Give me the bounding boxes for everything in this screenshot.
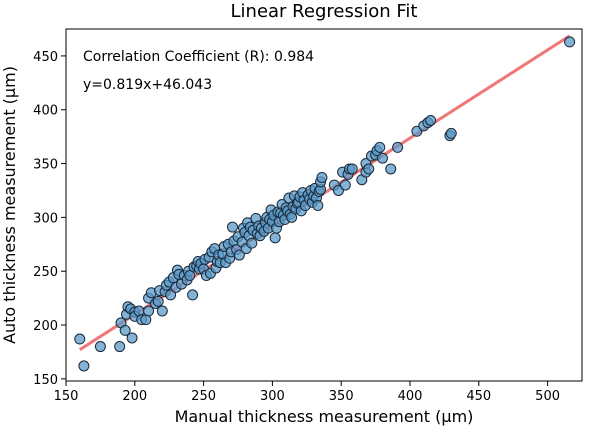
data-point xyxy=(119,324,131,336)
x-tick-label: 350 xyxy=(329,389,354,404)
data-point xyxy=(376,152,388,164)
data-point xyxy=(445,127,457,139)
plot-frame xyxy=(65,28,583,382)
plot-area xyxy=(74,34,576,372)
y-tick-label: 150 xyxy=(33,373,58,388)
data-point xyxy=(346,163,358,175)
data-point xyxy=(312,200,324,212)
data-point xyxy=(226,221,238,233)
equation-annotation: y=0.819x+46.043 xyxy=(83,77,212,93)
data-point xyxy=(152,295,164,307)
data-point xyxy=(385,163,397,175)
x-tick-label: 200 xyxy=(122,389,147,404)
x-tick-label: 300 xyxy=(260,389,285,404)
data-point xyxy=(143,305,155,317)
data-point xyxy=(246,237,258,249)
y-tick-label: 250 xyxy=(33,265,58,280)
data-point xyxy=(187,289,199,301)
data-point xyxy=(363,163,375,175)
data-point xyxy=(392,141,404,153)
data-point xyxy=(78,360,90,372)
y-tick-label: 300 xyxy=(33,211,58,226)
data-point xyxy=(425,114,437,126)
x-axis-label: Manual thickness measurement (µm) xyxy=(175,407,474,426)
data-point xyxy=(94,341,106,353)
data-point xyxy=(74,333,86,345)
x-tick-label: 450 xyxy=(466,389,491,404)
data-point xyxy=(156,305,168,317)
y-axis-label: Auto thickness measurement (µm) xyxy=(0,66,19,344)
data-point xyxy=(165,289,177,301)
chart-title: Linear Regression Fit xyxy=(231,1,418,22)
y-axis: 150 200 250 300 350 400 450 xyxy=(33,50,66,388)
data-point xyxy=(114,341,126,353)
x-tick-label: 500 xyxy=(535,389,560,404)
y-tick-label: 200 xyxy=(33,319,58,334)
data-point xyxy=(374,141,386,153)
correlation-annotation: Correlation Coefficient (R): 0.984 xyxy=(83,49,314,65)
data-point xyxy=(564,36,576,48)
x-tick-label: 250 xyxy=(191,389,216,404)
x-axis: 150 200 250 300 350 400 450 500 xyxy=(54,381,560,404)
data-point xyxy=(339,179,351,191)
y-tick-label: 350 xyxy=(33,158,58,173)
data-point xyxy=(269,232,281,244)
data-point xyxy=(233,249,245,261)
y-tick-label: 450 xyxy=(33,50,58,65)
y-tick-label: 400 xyxy=(33,104,58,119)
data-point xyxy=(126,332,138,344)
x-tick-label: 400 xyxy=(398,389,423,404)
data-point xyxy=(316,172,328,184)
x-tick-label: 150 xyxy=(54,389,79,404)
